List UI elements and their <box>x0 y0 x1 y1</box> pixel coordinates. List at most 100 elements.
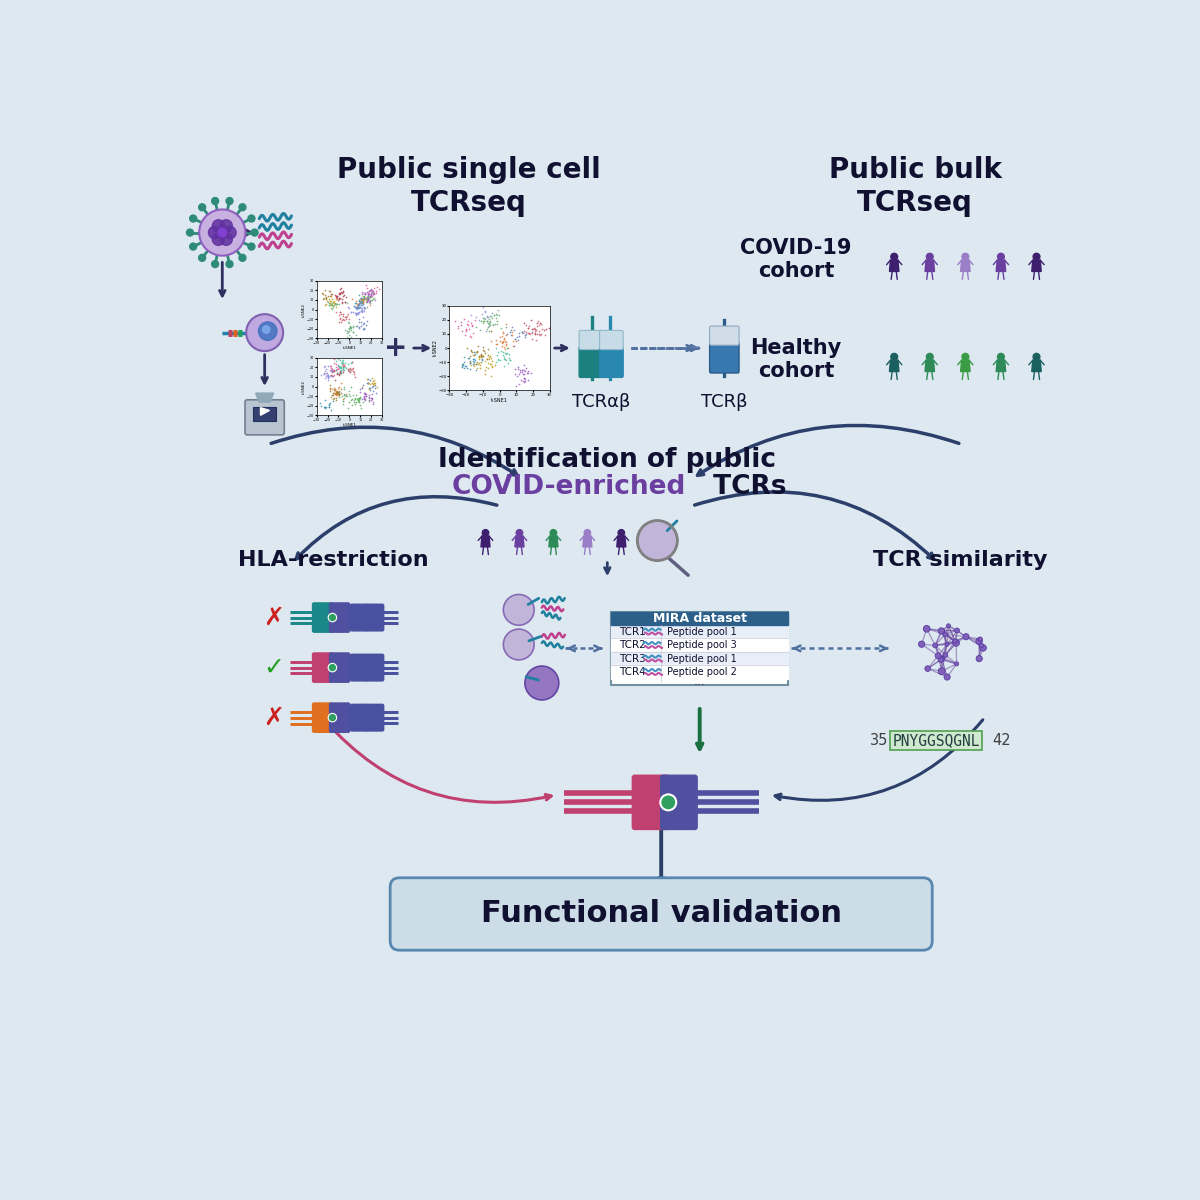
Circle shape <box>199 210 246 256</box>
Circle shape <box>251 229 258 236</box>
Polygon shape <box>617 536 626 547</box>
Text: 42: 42 <box>992 733 1010 749</box>
FancyBboxPatch shape <box>366 605 384 631</box>
Circle shape <box>979 643 984 648</box>
Text: ✗: ✗ <box>263 706 284 730</box>
Bar <box>611 612 788 625</box>
Text: COVID-enriched: COVID-enriched <box>451 474 686 499</box>
Polygon shape <box>260 408 270 415</box>
Circle shape <box>220 233 233 245</box>
Circle shape <box>979 644 986 652</box>
Circle shape <box>978 637 983 641</box>
FancyBboxPatch shape <box>390 878 932 950</box>
Circle shape <box>997 354 1004 360</box>
Circle shape <box>328 713 337 722</box>
FancyBboxPatch shape <box>350 605 368 631</box>
Circle shape <box>946 642 949 647</box>
Bar <box>611 625 788 638</box>
Circle shape <box>938 628 944 634</box>
Text: TCR4: TCR4 <box>619 667 646 677</box>
Polygon shape <box>889 360 899 372</box>
Circle shape <box>923 625 930 632</box>
FancyBboxPatch shape <box>580 330 602 349</box>
Circle shape <box>246 314 283 352</box>
Circle shape <box>212 233 224 245</box>
Circle shape <box>212 220 224 232</box>
Text: COVID-19
cohort: COVID-19 cohort <box>740 238 852 281</box>
Polygon shape <box>996 360 1006 372</box>
Polygon shape <box>889 260 899 271</box>
Circle shape <box>976 637 983 644</box>
Circle shape <box>637 521 677 560</box>
Polygon shape <box>925 260 935 271</box>
Text: TCRβ: TCRβ <box>701 392 748 410</box>
Polygon shape <box>481 536 490 547</box>
Circle shape <box>211 198 218 204</box>
FancyBboxPatch shape <box>709 342 739 373</box>
Circle shape <box>516 529 523 536</box>
Circle shape <box>926 253 934 260</box>
Text: Peptide pool 3: Peptide pool 3 <box>666 640 737 650</box>
Text: Peptide pool 2: Peptide pool 2 <box>666 667 737 677</box>
Text: TCR3: TCR3 <box>619 654 646 664</box>
Circle shape <box>940 656 944 661</box>
Circle shape <box>328 613 337 622</box>
Polygon shape <box>961 260 970 271</box>
Circle shape <box>947 624 950 628</box>
Text: +: + <box>384 334 407 362</box>
Polygon shape <box>548 536 558 547</box>
Circle shape <box>258 322 277 341</box>
Circle shape <box>962 253 968 260</box>
Circle shape <box>1033 253 1040 260</box>
Text: Peptide pool 1: Peptide pool 1 <box>666 626 737 637</box>
Text: TCRs: TCRs <box>703 474 786 499</box>
FancyBboxPatch shape <box>661 775 697 829</box>
FancyBboxPatch shape <box>632 775 668 829</box>
Circle shape <box>239 204 246 211</box>
Polygon shape <box>1032 260 1042 271</box>
Text: ...: ... <box>694 674 706 688</box>
Circle shape <box>224 227 236 239</box>
Circle shape <box>263 326 270 334</box>
FancyBboxPatch shape <box>600 347 623 377</box>
FancyBboxPatch shape <box>366 654 384 680</box>
Circle shape <box>890 354 898 360</box>
Circle shape <box>918 641 925 647</box>
Text: Peptide pool 1: Peptide pool 1 <box>666 654 737 664</box>
Text: TCRαβ: TCRαβ <box>572 392 630 410</box>
Polygon shape <box>925 360 935 372</box>
Circle shape <box>211 260 218 268</box>
Circle shape <box>962 634 970 640</box>
Text: MIRA dataset: MIRA dataset <box>653 612 746 625</box>
Circle shape <box>943 632 948 636</box>
Circle shape <box>953 640 960 647</box>
Text: Healthy
cohort: Healthy cohort <box>750 338 841 382</box>
Circle shape <box>941 629 944 632</box>
Circle shape <box>618 529 624 536</box>
Circle shape <box>550 529 557 536</box>
Text: Functional validation: Functional validation <box>481 900 841 929</box>
FancyBboxPatch shape <box>709 326 739 346</box>
Text: Public single cell
TCRseq: Public single cell TCRseq <box>337 156 600 216</box>
Circle shape <box>190 215 197 222</box>
Circle shape <box>226 198 233 204</box>
FancyBboxPatch shape <box>350 654 368 680</box>
Circle shape <box>190 244 197 250</box>
Circle shape <box>997 253 1004 260</box>
Circle shape <box>248 244 254 250</box>
Text: Public bulk
TCRseq: Public bulk TCRseq <box>829 156 1002 216</box>
Text: TCR1: TCR1 <box>619 626 646 637</box>
Circle shape <box>218 228 227 236</box>
Circle shape <box>925 666 930 672</box>
Text: 35: 35 <box>870 733 888 749</box>
Polygon shape <box>1032 360 1042 372</box>
Text: HLA-restriction: HLA-restriction <box>238 550 428 570</box>
Circle shape <box>935 653 941 659</box>
FancyBboxPatch shape <box>580 347 602 377</box>
Circle shape <box>660 794 677 810</box>
Circle shape <box>1033 354 1040 360</box>
Circle shape <box>248 215 254 222</box>
Circle shape <box>199 254 205 262</box>
Bar <box>611 652 788 665</box>
FancyBboxPatch shape <box>330 703 349 732</box>
